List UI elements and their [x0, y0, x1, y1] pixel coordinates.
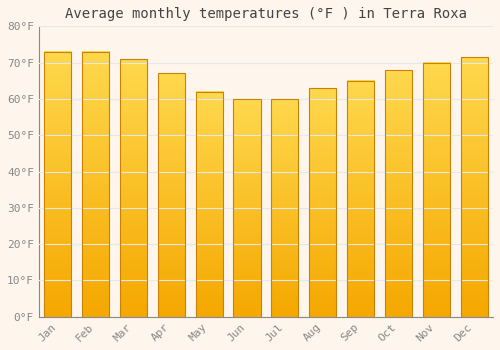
Bar [347, 81, 374, 317]
Bar [234, 99, 260, 317]
Bar [82, 52, 109, 317]
Bar [271, 99, 298, 317]
Bar [158, 74, 185, 317]
Title: Average monthly temperatures (°F ) in Terra Roxa: Average monthly temperatures (°F ) in Te… [65, 7, 467, 21]
Bar [120, 59, 147, 317]
Bar [422, 63, 450, 317]
Bar [196, 92, 223, 317]
Bar [309, 88, 336, 317]
Bar [385, 70, 412, 317]
Bar [44, 52, 72, 317]
Bar [460, 57, 488, 317]
